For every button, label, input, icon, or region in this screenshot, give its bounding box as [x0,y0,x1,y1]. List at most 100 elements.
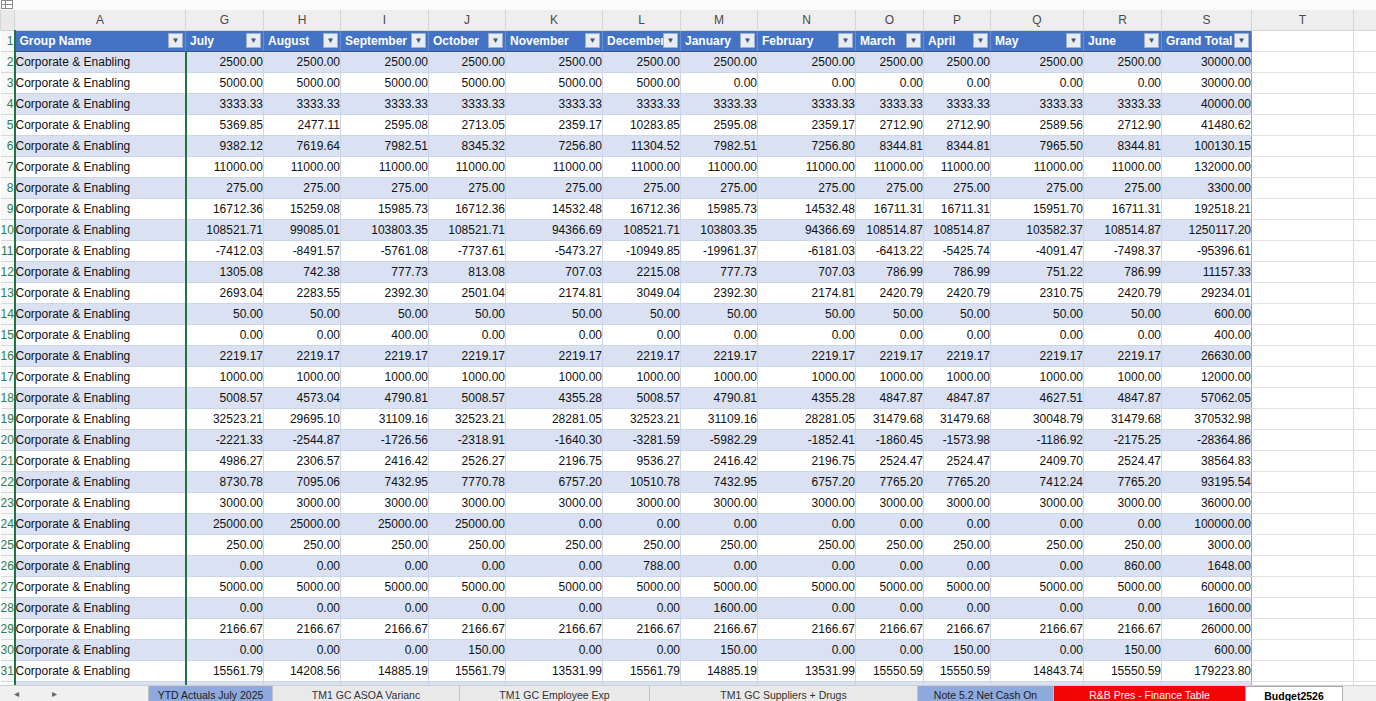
group-name-cell[interactable]: Corporate & Enabling [15,451,186,472]
row-number[interactable]: 4 [1,94,15,115]
month-value-cell[interactable]: 813.08 [429,262,506,283]
row-number[interactable]: 2 [1,52,15,73]
group-name-cell[interactable]: Corporate & Enabling [15,472,186,493]
empty-cell[interactable] [1252,451,1354,472]
empty-cell[interactable] [1354,73,1376,94]
month-value-cell[interactable]: 10510.78 [603,472,681,493]
month-value-cell[interactable]: 3333.33 [681,94,758,115]
month-value-cell[interactable]: 2219.17 [429,346,506,367]
month-value-cell[interactable]: 2219.17 [1084,346,1162,367]
grand-total-cell[interactable]: -95396.61 [1162,241,1252,262]
select-all-corner[interactable] [1,10,15,31]
month-value-cell[interactable]: 32523.21 [429,409,506,430]
month-value-cell[interactable]: 8730.78 [186,472,264,493]
month-value-cell[interactable]: 16712.36 [603,199,681,220]
group-name-cell[interactable]: Corporate & Enabling [15,430,186,451]
empty-cell[interactable] [1252,178,1354,199]
month-value-cell[interactable]: 50.00 [1084,304,1162,325]
month-value-cell[interactable]: -5761.08 [341,241,429,262]
month-value-cell[interactable]: 31109.16 [341,409,429,430]
group-name-cell[interactable]: Corporate & Enabling [15,619,186,640]
header-month[interactable]: May▼ [991,31,1084,52]
grand-total-cell[interactable]: 11157.33 [1162,262,1252,283]
empty-cell[interactable] [1354,304,1376,325]
month-value-cell[interactable]: 0.00 [429,325,506,346]
group-name-cell[interactable]: Corporate & Enabling [15,199,186,220]
month-value-cell[interactable]: 2500.00 [186,52,264,73]
month-value-cell[interactable]: 0.00 [991,598,1084,619]
month-value-cell[interactable]: 14532.48 [506,199,603,220]
month-value-cell[interactable]: 15259.08 [264,199,341,220]
month-value-cell[interactable]: 14885.19 [341,661,429,682]
month-value-cell[interactable]: 2219.17 [758,346,856,367]
month-value-cell[interactable]: 5000.00 [264,577,341,598]
month-value-cell[interactable]: 11000.00 [506,157,603,178]
grand-total-cell[interactable]: 40000.00 [1162,94,1252,115]
filter-dropdown-icon[interactable]: ▼ [663,33,678,48]
month-value-cell[interactable]: 7256.80 [506,136,603,157]
month-value-cell[interactable]: 2712.90 [1084,115,1162,136]
month-value-cell[interactable]: 31109.16 [681,409,758,430]
month-value-cell[interactable]: 275.00 [758,178,856,199]
group-name-cell[interactable]: Corporate & Enabling [15,52,186,73]
month-value-cell[interactable]: 3000.00 [1084,493,1162,514]
month-value-cell[interactable]: 2500.00 [429,52,506,73]
month-value-cell[interactable]: 1000.00 [429,367,506,388]
month-value-cell[interactable]: 7412.24 [991,472,1084,493]
grand-total-cell[interactable]: 370532.98 [1162,409,1252,430]
month-value-cell[interactable]: 103582.37 [991,220,1084,241]
group-name-cell[interactable]: Corporate & Enabling [15,136,186,157]
empty-cell[interactable] [1252,514,1354,535]
month-value-cell[interactable]: 2420.79 [924,283,991,304]
month-value-cell[interactable]: 5000.00 [856,577,924,598]
row-number[interactable]: 20 [1,430,15,451]
month-value-cell[interactable]: 2500.00 [341,52,429,73]
month-value-cell[interactable]: 0.00 [758,325,856,346]
group-name-cell[interactable]: Corporate & Enabling [15,514,186,535]
month-value-cell[interactable]: 2166.67 [603,619,681,640]
month-value-cell[interactable]: 2166.67 [681,619,758,640]
group-name-cell[interactable]: Corporate & Enabling [15,241,186,262]
header-month[interactable]: June▼ [1084,31,1162,52]
empty-cell[interactable] [1354,325,1376,346]
month-value-cell[interactable]: 10283.85 [603,115,681,136]
month-value-cell[interactable]: 1000.00 [681,367,758,388]
month-value-cell[interactable]: 50.00 [758,304,856,325]
month-value-cell[interactable]: 1000.00 [1084,367,1162,388]
month-value-cell[interactable]: 2219.17 [856,346,924,367]
header-month[interactable]: November▼ [506,31,603,52]
empty-cell[interactable] [1354,346,1376,367]
grand-total-cell[interactable]: 1600.00 [1162,598,1252,619]
grand-total-cell[interactable]: 93195.54 [1162,472,1252,493]
header-month[interactable]: January▼ [681,31,758,52]
month-value-cell[interactable]: 103803.35 [681,220,758,241]
group-name-cell[interactable]: Corporate & Enabling [15,535,186,556]
grand-total-cell[interactable]: 179223.80 [1162,661,1252,682]
month-value-cell[interactable]: 3333.33 [603,94,681,115]
month-value-cell[interactable]: 11000.00 [991,157,1084,178]
month-value-cell[interactable]: 3000.00 [186,493,264,514]
month-value-cell[interactable]: 13531.99 [758,661,856,682]
month-value-cell[interactable]: -1852.41 [758,430,856,451]
month-value-cell[interactable]: 25000.00 [186,514,264,535]
month-value-cell[interactable]: 1000.00 [991,367,1084,388]
month-value-cell[interactable]: 2589.56 [991,115,1084,136]
month-value-cell[interactable]: 3000.00 [429,493,506,514]
month-value-cell[interactable]: 11000.00 [429,157,506,178]
month-value-cell[interactable]: 0.00 [429,598,506,619]
empty-cell[interactable] [1354,535,1376,556]
month-value-cell[interactable]: 3000.00 [341,493,429,514]
header-month[interactable]: March▼ [856,31,924,52]
month-value-cell[interactable]: 275.00 [264,178,341,199]
month-value-cell[interactable]: 2693.04 [186,283,264,304]
month-value-cell[interactable]: 3333.33 [856,94,924,115]
month-value-cell[interactable]: 50.00 [341,304,429,325]
month-value-cell[interactable]: 5000.00 [506,73,603,94]
grand-total-cell[interactable]: 100000.00 [1162,514,1252,535]
empty-cell[interactable] [1252,640,1354,661]
column-header-S[interactable]: S [1162,10,1252,31]
month-value-cell[interactable]: 2712.90 [924,115,991,136]
grand-total-cell[interactable]: 26000.00 [1162,619,1252,640]
month-value-cell[interactable]: 7765.20 [1084,472,1162,493]
month-value-cell[interactable]: 1000.00 [856,367,924,388]
